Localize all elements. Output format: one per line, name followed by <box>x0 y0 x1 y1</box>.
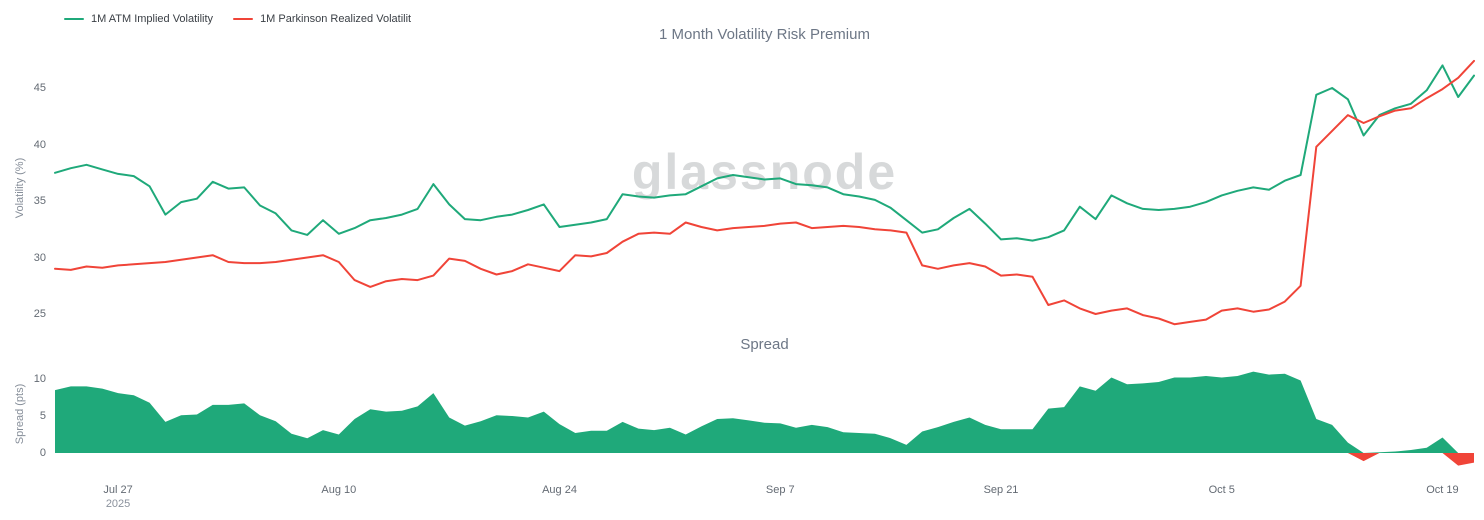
x-tick-label: Oct 19 <box>1426 484 1459 496</box>
implied-line-swatch <box>64 18 84 20</box>
spread-y-tick-label: 10 <box>33 373 46 385</box>
volatility-y-tick-label: 35 <box>33 195 46 207</box>
x-tick-label: Oct 5 <box>1208 484 1235 496</box>
realized-volatility-line <box>54 59 1475 326</box>
chart-title: 1 Month Volatility Risk Premium <box>659 26 870 43</box>
x-tick-label: Aug 24 <box>542 484 577 496</box>
legend-label-realized: 1M Parkinson Realized Volatilit <box>260 13 412 25</box>
legend: 1M ATM Implied Volatility 1M Parkinson R… <box>64 13 411 25</box>
x-tick-year-label: 2025 <box>105 498 131 510</box>
volatility-y-tick-label: 45 <box>33 82 46 94</box>
x-tick-label: Aug 10 <box>321 484 357 496</box>
volatility-y-tick-label: 40 <box>33 138 46 151</box>
legend-item-realized-volatility[interactable]: 1M Parkinson Realized Volatilit <box>233 13 411 25</box>
volatility-y-tick-label: 25 <box>33 308 46 320</box>
legend-label-implied: 1M ATM Implied Volatility <box>91 13 214 25</box>
spread-y-tick-label: 0 <box>39 447 46 459</box>
legend-item-implied-volatility[interactable]: 1M ATM Implied Volatility <box>64 13 213 25</box>
volatility-y-tick-label: 30 <box>33 251 46 264</box>
spread-area-negative <box>55 453 1474 466</box>
x-tick-label: Sep 7 <box>765 484 795 496</box>
implied-volatility-line <box>54 64 1475 242</box>
glassnode-watermark: glassnode <box>631 144 898 200</box>
spread-panel-title: Spread <box>740 336 789 353</box>
x-tick-label: Sep 21 <box>983 484 1019 496</box>
realized-line-swatch <box>233 18 254 20</box>
x-tick-label: Jul 27 2025 <box>78 483 158 511</box>
spread-y-tick-label: 5 <box>39 410 46 422</box>
spread-area-positive <box>55 371 1474 453</box>
